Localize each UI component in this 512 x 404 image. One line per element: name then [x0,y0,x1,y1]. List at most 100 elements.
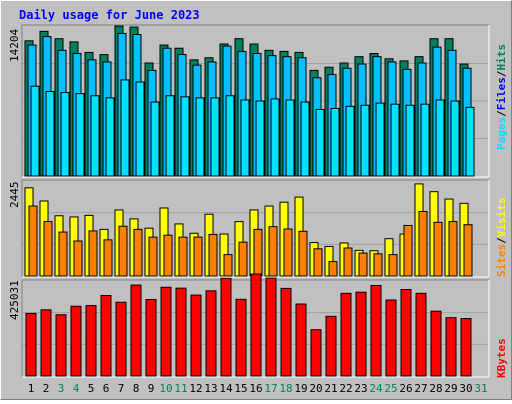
bar-sites-day-8 [133,228,143,277]
day-label-23: 23 [354,382,367,395]
bar-sites-day-22 [343,247,353,277]
bar-kbytes-day-8 [130,284,142,377]
bar-pages-day-2 [45,91,55,177]
bar-pages-day-1 [30,85,40,177]
bar-kbytes-day-7 [115,301,127,377]
day-label-31: 31 [474,382,487,395]
bar-sites-day-29 [448,221,458,277]
bar-kbytes-day-24 [370,284,382,377]
day-label-29: 29 [444,382,457,395]
bar-pages-day-9 [150,101,160,177]
bar-pages-day-30 [465,106,475,177]
day-labels: 1 2 3 4 5 6 7 8 9 10 11 12 13 14 15 16 17 18 19 20 21 22 23 24 2… [28,382,488,395]
kbytes-bars [25,273,472,377]
bar-sites-day-11 [178,236,188,277]
bar-kbytes-day-10 [160,286,172,377]
day-label-15: 15 [234,382,247,395]
day-label-11: 11 [174,382,187,395]
bar-kbytes-day-11 [175,287,187,377]
bar-sites-day-5 [88,230,98,277]
bar-sites-day-6 [103,239,113,277]
top-axis-max-label: 14204 [8,29,21,62]
day-label-4: 4 [73,382,80,395]
bar-sites-day-1 [28,205,38,277]
bar-pages-day-20 [315,108,325,177]
day-label-19: 19 [294,382,307,395]
legend-pages: Pages [495,117,508,150]
bar-pages-day-29 [450,100,460,177]
day-label-16: 16 [249,382,262,395]
bar-kbytes-day-3 [55,314,67,377]
bar-pages-day-13 [210,97,220,177]
bar-sites-day-7 [118,225,128,277]
day-label-25: 25 [384,382,397,395]
bar-pages-day-14 [225,95,235,177]
bar-kbytes-day-20 [310,329,322,377]
bar-sites-day-17 [268,226,278,277]
bar-pages-day-7 [120,79,130,177]
day-label-20: 20 [309,382,322,395]
bar-pages-day-4 [75,93,85,177]
legend-sites: Sites [495,244,508,277]
bar-kbytes-day-16 [250,273,262,377]
legend-sep: / [495,237,508,244]
mid-axis-max-label: 2445 [8,182,21,209]
bar-sites-day-23 [358,252,368,277]
bar-sites-day-27 [418,211,428,277]
day-label-26: 26 [399,382,412,395]
bar-pages-day-22 [345,105,355,177]
bar-kbytes-day-23 [355,291,367,377]
bar-kbytes-day-25 [385,299,397,377]
bar-pages-day-17 [270,98,280,177]
bar-kbytes-day-1 [25,312,37,377]
day-label-18: 18 [279,382,292,395]
bar-sites-day-14 [223,254,233,277]
bar-pages-day-16 [255,100,265,177]
bar-sites-day-16 [253,228,263,277]
bar-pages-day-25 [390,103,400,177]
bar-kbytes-day-5 [85,305,97,377]
bar-pages-day-15 [240,99,250,177]
bar-kbytes-day-19 [295,303,307,377]
bar-kbytes-day-14 [220,277,232,377]
chart-title: Daily usage for June 2023 [19,8,200,22]
bar-pages-day-8 [135,81,145,177]
bar-kbytes-day-4 [70,305,82,377]
bar-sites-day-24 [373,253,383,277]
day-label-6: 6 [103,382,110,395]
bar-sites-day-13 [208,233,218,277]
bar-pages-day-24 [375,102,385,177]
bar-kbytes-day-2 [40,309,52,377]
bar-sites-day-26 [403,224,413,277]
bar-kbytes-day-30 [460,318,472,377]
bar-sites-day-20 [313,248,323,277]
bar-pages-day-27 [420,103,430,177]
hits-files-pages-bars [24,25,475,177]
bar-sites-day-12 [193,236,203,277]
day-label-8: 8 [133,382,140,395]
bar-pages-day-19 [300,101,310,177]
legend-kbytes-label: KBytes [495,338,508,378]
day-label-28: 28 [429,382,442,395]
legend-sites-visits: Sites/Visits [495,198,508,278]
day-label-14: 14 [219,382,233,395]
bar-kbytes-day-9 [145,299,157,377]
bar-kbytes-day-18 [280,287,292,377]
bar-pages-day-23 [360,104,370,177]
day-label-24: 24 [369,382,383,395]
bar-kbytes-day-29 [445,317,457,377]
bar-sites-day-3 [58,231,68,277]
day-label-1: 1 [28,382,35,395]
bar-sites-day-28 [433,221,443,277]
bar-kbytes-day-15 [235,298,247,377]
bar-sites-day-4 [73,240,83,277]
bar-pages-day-3 [60,92,70,177]
bar-pages-day-5 [90,95,100,177]
day-label-12: 12 [189,382,202,395]
bar-pages-day-6 [105,97,115,177]
day-label-27: 27 [414,382,427,395]
legend-files: Files [495,77,508,110]
bot-axis-max-label: 425031 [8,280,21,320]
bar-kbytes-day-26 [400,289,412,377]
